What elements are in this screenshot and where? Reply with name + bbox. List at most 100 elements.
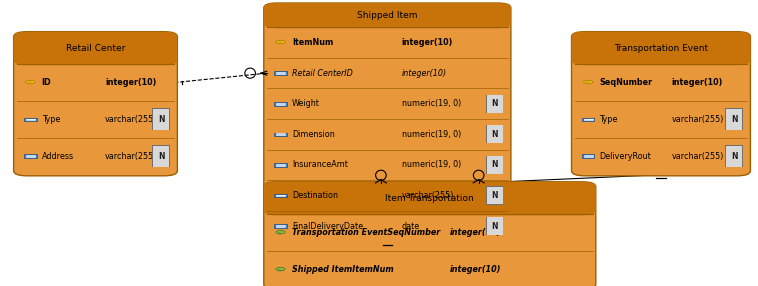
Text: N: N (491, 222, 498, 231)
FancyBboxPatch shape (264, 3, 511, 243)
Text: ID: ID (42, 78, 52, 87)
Circle shape (279, 232, 282, 233)
Text: varchar(255): varchar(255) (672, 115, 724, 124)
FancyBboxPatch shape (24, 118, 36, 121)
Text: N: N (491, 160, 498, 169)
FancyBboxPatch shape (486, 125, 503, 144)
FancyBboxPatch shape (152, 145, 170, 167)
FancyBboxPatch shape (30, 82, 31, 84)
Text: DeliveryRout: DeliveryRout (600, 152, 651, 161)
FancyBboxPatch shape (280, 269, 281, 271)
Circle shape (276, 267, 285, 271)
FancyBboxPatch shape (267, 16, 508, 27)
Circle shape (276, 40, 285, 44)
FancyBboxPatch shape (487, 156, 503, 174)
Text: Type: Type (600, 115, 618, 124)
Text: Item Transportation: Item Transportation (385, 194, 475, 203)
FancyBboxPatch shape (274, 102, 287, 106)
FancyBboxPatch shape (587, 82, 589, 84)
FancyBboxPatch shape (274, 132, 287, 136)
FancyBboxPatch shape (726, 109, 742, 130)
Text: Transportation EventSeqNumber: Transportation EventSeqNumber (292, 228, 440, 237)
Circle shape (26, 80, 35, 84)
Text: varchar(255): varchar(255) (672, 152, 724, 161)
Text: varchar(255): varchar(255) (105, 152, 158, 161)
FancyBboxPatch shape (274, 224, 287, 228)
Text: integer(10): integer(10) (672, 78, 722, 87)
Text: date: date (402, 222, 420, 231)
Text: integer(10): integer(10) (402, 69, 447, 78)
FancyBboxPatch shape (14, 32, 177, 176)
FancyBboxPatch shape (586, 83, 587, 84)
FancyBboxPatch shape (486, 95, 503, 113)
Text: Shipped ItemItemNum: Shipped ItemItemNum (292, 265, 393, 274)
Text: Dimension: Dimension (292, 130, 334, 139)
Text: N: N (491, 99, 498, 108)
FancyBboxPatch shape (487, 217, 503, 235)
FancyBboxPatch shape (278, 270, 280, 271)
Text: N: N (158, 152, 164, 161)
Text: Retail Center: Retail Center (66, 44, 125, 53)
Text: varchar(255): varchar(255) (105, 115, 158, 124)
Circle shape (584, 80, 593, 84)
Text: integer(10): integer(10) (449, 265, 501, 274)
Text: Address: Address (42, 152, 74, 161)
FancyBboxPatch shape (280, 233, 281, 234)
Text: numeric(19, 0): numeric(19, 0) (402, 130, 461, 139)
Text: InsuranceAmt: InsuranceAmt (292, 160, 348, 169)
Text: Retail CenterID: Retail CenterID (292, 69, 352, 78)
FancyBboxPatch shape (153, 146, 169, 167)
FancyBboxPatch shape (725, 108, 743, 130)
Text: N: N (158, 115, 164, 124)
FancyBboxPatch shape (582, 154, 594, 158)
Circle shape (276, 231, 285, 234)
FancyBboxPatch shape (267, 198, 593, 214)
FancyBboxPatch shape (28, 83, 30, 84)
FancyBboxPatch shape (264, 3, 511, 28)
FancyBboxPatch shape (264, 182, 596, 286)
FancyBboxPatch shape (274, 194, 287, 197)
FancyBboxPatch shape (274, 163, 287, 167)
Text: ItemNum: ItemNum (292, 38, 333, 47)
Text: varchar(255): varchar(255) (402, 191, 454, 200)
FancyBboxPatch shape (280, 42, 281, 44)
FancyBboxPatch shape (487, 95, 503, 113)
Text: Transportation Event: Transportation Event (614, 44, 708, 53)
Text: N: N (731, 115, 738, 124)
Text: Shipped Item: Shipped Item (357, 11, 418, 20)
FancyBboxPatch shape (726, 146, 742, 167)
Text: N: N (491, 191, 498, 200)
FancyBboxPatch shape (725, 145, 743, 167)
FancyBboxPatch shape (278, 43, 280, 44)
FancyBboxPatch shape (572, 32, 750, 65)
Text: integer(10): integer(10) (402, 38, 453, 47)
Circle shape (279, 41, 282, 43)
FancyBboxPatch shape (17, 48, 174, 64)
Text: Weight: Weight (292, 99, 320, 108)
Text: integer(10): integer(10) (449, 228, 501, 237)
Circle shape (587, 82, 590, 83)
FancyBboxPatch shape (278, 233, 280, 234)
Circle shape (29, 82, 32, 83)
FancyBboxPatch shape (582, 118, 594, 121)
FancyBboxPatch shape (274, 72, 287, 75)
FancyBboxPatch shape (152, 108, 170, 130)
Text: SeqNumber: SeqNumber (600, 78, 653, 87)
Text: numeric(19, 0): numeric(19, 0) (402, 99, 461, 108)
FancyBboxPatch shape (487, 126, 503, 143)
Text: N: N (491, 130, 498, 139)
FancyBboxPatch shape (572, 32, 750, 176)
Text: Destination: Destination (292, 191, 338, 200)
FancyBboxPatch shape (24, 154, 36, 158)
FancyBboxPatch shape (486, 156, 503, 174)
FancyBboxPatch shape (575, 48, 747, 64)
FancyBboxPatch shape (153, 109, 169, 130)
Text: numeric(19, 0): numeric(19, 0) (402, 160, 461, 169)
Text: FinalDeliveryDate: FinalDeliveryDate (292, 222, 363, 231)
FancyBboxPatch shape (486, 217, 503, 235)
Text: integer(10): integer(10) (105, 78, 156, 87)
FancyBboxPatch shape (14, 32, 177, 65)
FancyBboxPatch shape (487, 186, 503, 204)
Text: Type: Type (42, 115, 60, 124)
Text: N: N (731, 152, 738, 161)
